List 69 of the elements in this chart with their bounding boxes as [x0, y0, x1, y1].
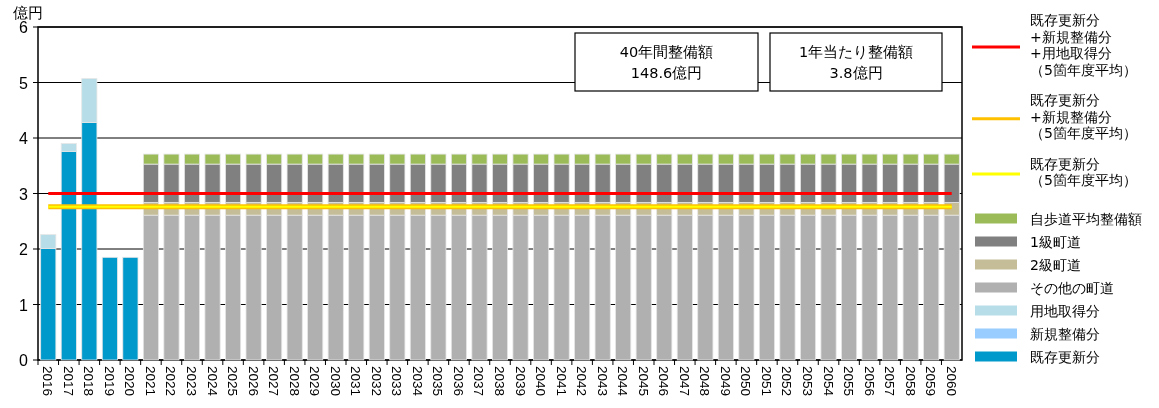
x-tick-label: 2059: [923, 366, 939, 397]
y-tick-label: 3: [19, 185, 29, 203]
x-tick-label: 2031: [348, 366, 364, 397]
x-tick-label: 2033: [389, 366, 405, 397]
annotation: 1年当たり整備額 3.8億円: [769, 32, 943, 92]
y-tick-label: 0: [19, 352, 29, 369]
legend-label: 2級町道: [1030, 256, 1081, 273]
legend-label: 新規整備分: [1030, 325, 1100, 342]
x-tick-label: 2032: [368, 366, 384, 397]
x-tick-label: 2055: [841, 366, 857, 397]
x-tick-label: 2019: [101, 366, 117, 397]
annotation: 40年間整備額 148.6億円: [619, 44, 714, 81]
x-tick-label: 2040: [533, 366, 549, 397]
x-tick-label: 2054: [820, 366, 836, 397]
x-tick-label: 2039: [512, 366, 528, 397]
x-tick-label: 2035: [430, 366, 446, 397]
legend-label: 用地取得分: [1030, 302, 1100, 319]
x-tick-label: 2018: [81, 366, 97, 397]
x-tick-label: 2047: [676, 366, 692, 397]
x-tick-label: 2043: [594, 366, 610, 397]
x-tick-label: 2044: [615, 366, 631, 397]
bar: [122, 256, 139, 361]
x-tick-label: 2052: [779, 366, 795, 397]
x-tick-label: 2028: [286, 366, 302, 397]
x-tick-label: 2051: [758, 366, 774, 397]
legend-label: 既存更新分+新規整備分+用地取得分（5箇年度平均）: [1030, 12, 1137, 78]
x-tick-label: 2022: [163, 366, 179, 397]
x-tick-label: 2029: [307, 366, 323, 397]
x-tick-label: 2030: [327, 366, 343, 397]
x-tick-label: 2046: [656, 366, 672, 397]
annotation: 1年当たり整備額 3.8億円: [798, 44, 914, 81]
x-tick-label: 2045: [635, 366, 651, 397]
legend-label: 既存更新分: [1030, 348, 1100, 365]
legend-label: 1級町道: [1030, 233, 1081, 250]
x-tick-label: 2056: [861, 366, 877, 397]
x-tick-label: 2016: [40, 366, 56, 397]
x-tick-label: 2023: [184, 366, 199, 397]
x-tick-label: 2041: [553, 366, 569, 397]
legend-label: 既存更新分（5箇年度平均）: [1030, 155, 1137, 188]
x-tick-label: 2017: [60, 366, 76, 397]
legend-label: その他の町道: [1030, 279, 1114, 296]
x-tick-label: 2053: [800, 366, 815, 397]
x-tick-label: 2057: [882, 366, 898, 397]
x-tick-label: 2037: [471, 366, 487, 397]
x-tick-label: 2021: [142, 366, 158, 397]
x-tick-label: 2042: [574, 366, 590, 397]
x-tick-label: 2060: [943, 366, 959, 397]
bar: [101, 256, 118, 361]
x-tick-label: 2036: [450, 366, 466, 397]
x-tick-label: 2049: [717, 366, 733, 397]
legend-label: 既存更新分+新規整備分（5箇年度平均）: [1030, 92, 1137, 141]
y-axis-title: 億円: [13, 4, 43, 22]
y-tick-label: 1: [19, 296, 29, 314]
x-tick-label: 2038: [492, 366, 507, 397]
x-tick-label: 2025: [225, 366, 241, 397]
y-tick-label: 5: [19, 74, 29, 92]
y-tick-label: 2: [19, 241, 29, 258]
annotation: 40年間整備額 148.6億円: [574, 32, 759, 92]
x-tick-label: 2026: [245, 366, 261, 397]
x-tick-label: 2048: [697, 366, 713, 397]
x-tick-label: 2034: [409, 366, 425, 397]
x-tick-label: 2050: [738, 366, 754, 397]
x-tick-label: 2027: [266, 366, 282, 397]
x-tick-label: 2058: [902, 366, 918, 397]
legend-label: 自歩道平均整備額: [1030, 210, 1142, 227]
x-tick-label: 2024: [204, 366, 220, 397]
x-tick-label: 2020: [122, 366, 138, 397]
y-tick-label: 4: [19, 130, 29, 147]
y-tick-label: 6: [19, 19, 29, 36]
